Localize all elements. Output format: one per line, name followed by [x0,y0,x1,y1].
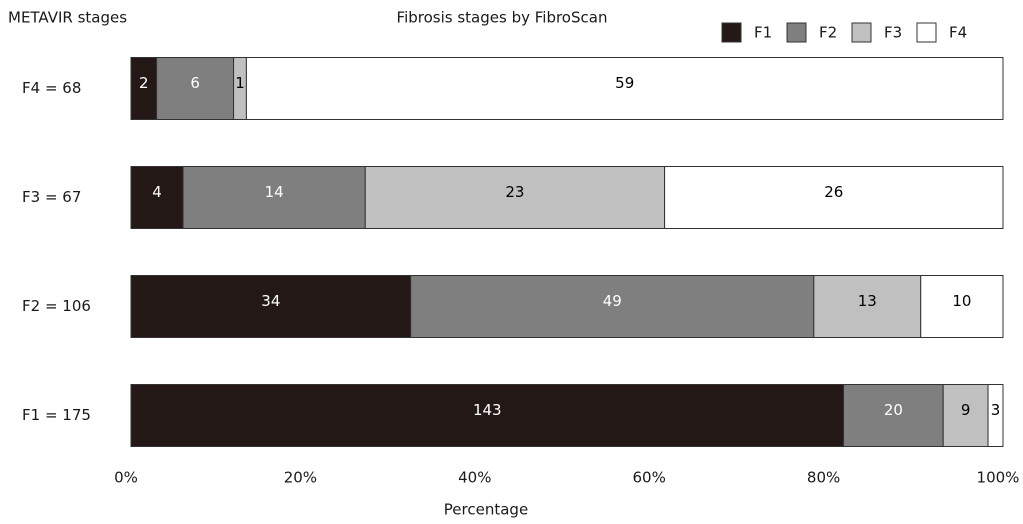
bar-segment [920,275,1004,338]
value-label: 13 [858,292,877,310]
bar-segment [987,384,1004,447]
bar-segment [813,275,922,338]
value-label: 49 [603,292,622,310]
value-label: 1 [235,74,245,92]
legend-label: F3 [884,24,902,42]
bar-segment [410,275,815,338]
legend-label: F2 [819,24,837,42]
legend-swatch [916,22,937,43]
legend-label: F1 [754,24,772,42]
value-label: 3 [991,401,1001,419]
value-label: 6 [190,74,200,92]
value-label: 10 [952,292,971,310]
x-tick-label: 80% [807,469,840,487]
bar-segment [130,275,412,338]
bar-segment [942,384,989,447]
y-axis-label: METAVIR stages [8,9,127,27]
y-tick-label: F3 = 67 [22,188,81,206]
bar-segment [182,166,366,229]
legend-swatch [851,22,872,43]
bar-segment [364,166,666,229]
y-tick-label: F2 = 106 [22,297,91,315]
y-tick-label: F4 = 68 [22,79,81,97]
bar-segment [130,57,158,120]
value-label: 4 [152,183,162,201]
value-label: 2 [139,74,149,92]
value-label: 23 [505,183,524,201]
value-label: 59 [615,74,634,92]
bar-segment [664,166,1004,229]
legend-label: F4 [949,24,967,42]
value-label: 143 [473,401,502,419]
value-label: 9 [961,401,971,419]
bar-segment [245,57,1004,120]
legend-swatch [786,22,807,43]
chart-title: Fibrosis stages by FibroScan [397,9,608,27]
bar-segment [843,384,944,447]
value-label: 14 [265,183,284,201]
value-label: 20 [884,401,903,419]
x-tick-label: 0% [114,469,138,487]
legend-swatch [721,22,742,43]
bar-segment [156,57,235,120]
x-tick-label: 40% [458,469,491,487]
value-label: 26 [824,183,843,201]
x-tick-label: 20% [284,469,317,487]
value-label: 34 [261,292,280,310]
x-tick-label: 100% [977,469,1020,487]
bar-segment [130,384,845,447]
y-tick-label: F1 = 175 [22,406,91,424]
bar-segment [130,166,184,229]
x-axis-label: Percentage [444,501,528,519]
x-tick-label: 60% [633,469,666,487]
